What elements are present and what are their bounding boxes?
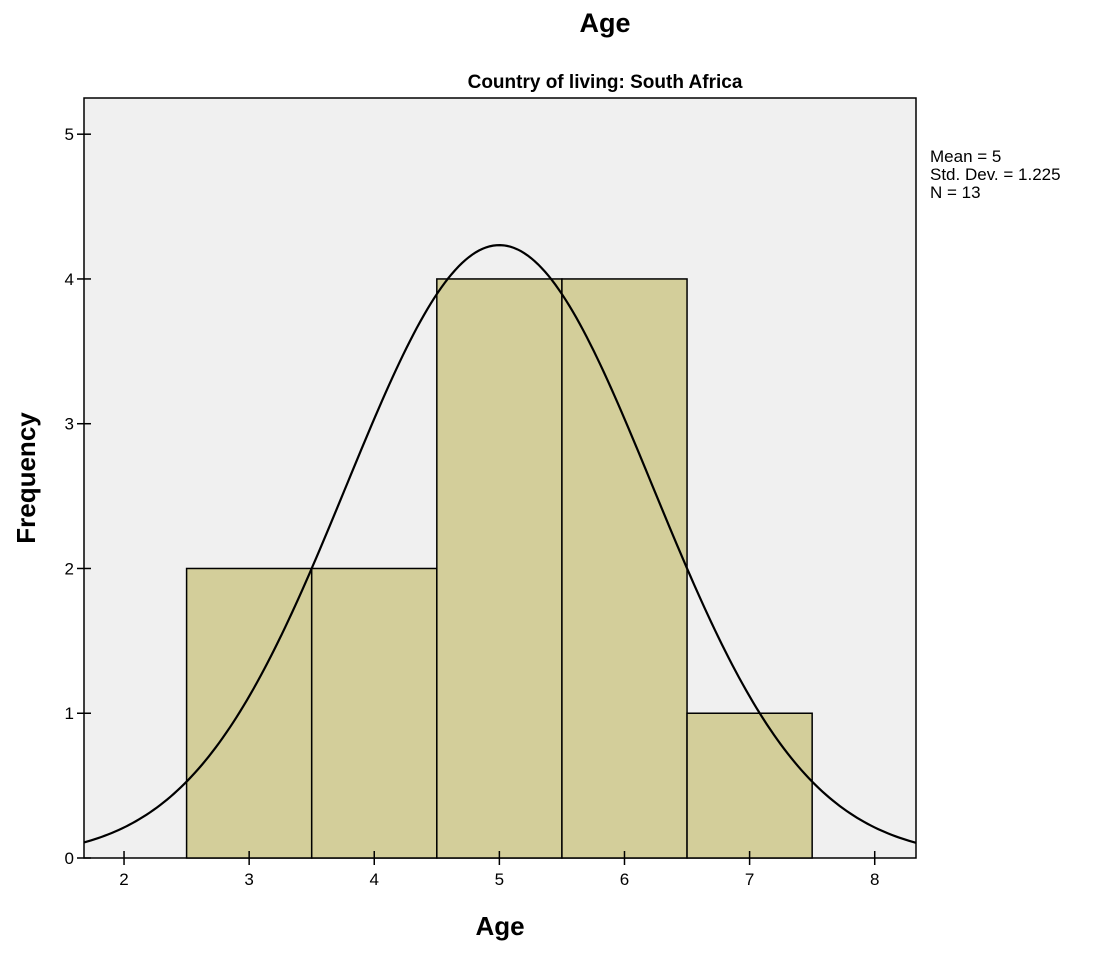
x-axis-title: Age — [475, 911, 524, 941]
normal-curve — [83, 244, 917, 844]
y-tick-label: 0 — [65, 849, 74, 868]
y-axis: 0 1 2 3 4 5 — [65, 125, 91, 868]
x-tick-label: 5 — [495, 870, 504, 889]
y-tick-label: 2 — [65, 559, 74, 578]
histogram-bar-4 — [561, 278, 688, 859]
x-tick-label: 6 — [620, 870, 629, 889]
y-tick-label: 1 — [65, 704, 74, 723]
stats-line: N = 13 — [930, 183, 981, 202]
chart-subtitle: Country of living: South Africa — [468, 72, 743, 93]
x-tick-label: 8 — [870, 870, 879, 889]
bars-group — [185, 278, 813, 859]
y-tick-label: 3 — [65, 415, 74, 434]
chart-title: Age — [579, 8, 630, 38]
x-tick-label: 4 — [370, 870, 379, 889]
x-tick-label: 7 — [745, 870, 754, 889]
histogram-bar-5 — [686, 712, 813, 859]
histogram-bar-2 — [310, 567, 438, 859]
stats-line: Mean = 5 — [930, 147, 1001, 166]
y-tick-label: 5 — [65, 125, 74, 144]
x-tick-label: 2 — [119, 870, 128, 889]
stats-line: Std. Dev. = 1.225 — [930, 165, 1061, 184]
histogram-bar-3 — [436, 278, 563, 859]
x-tick-label: 3 — [244, 870, 253, 889]
x-axis: 2 3 4 5 6 7 8 — [119, 851, 879, 889]
y-axis-title: Frequency — [11, 412, 41, 544]
y-tick-label: 4 — [65, 270, 74, 289]
